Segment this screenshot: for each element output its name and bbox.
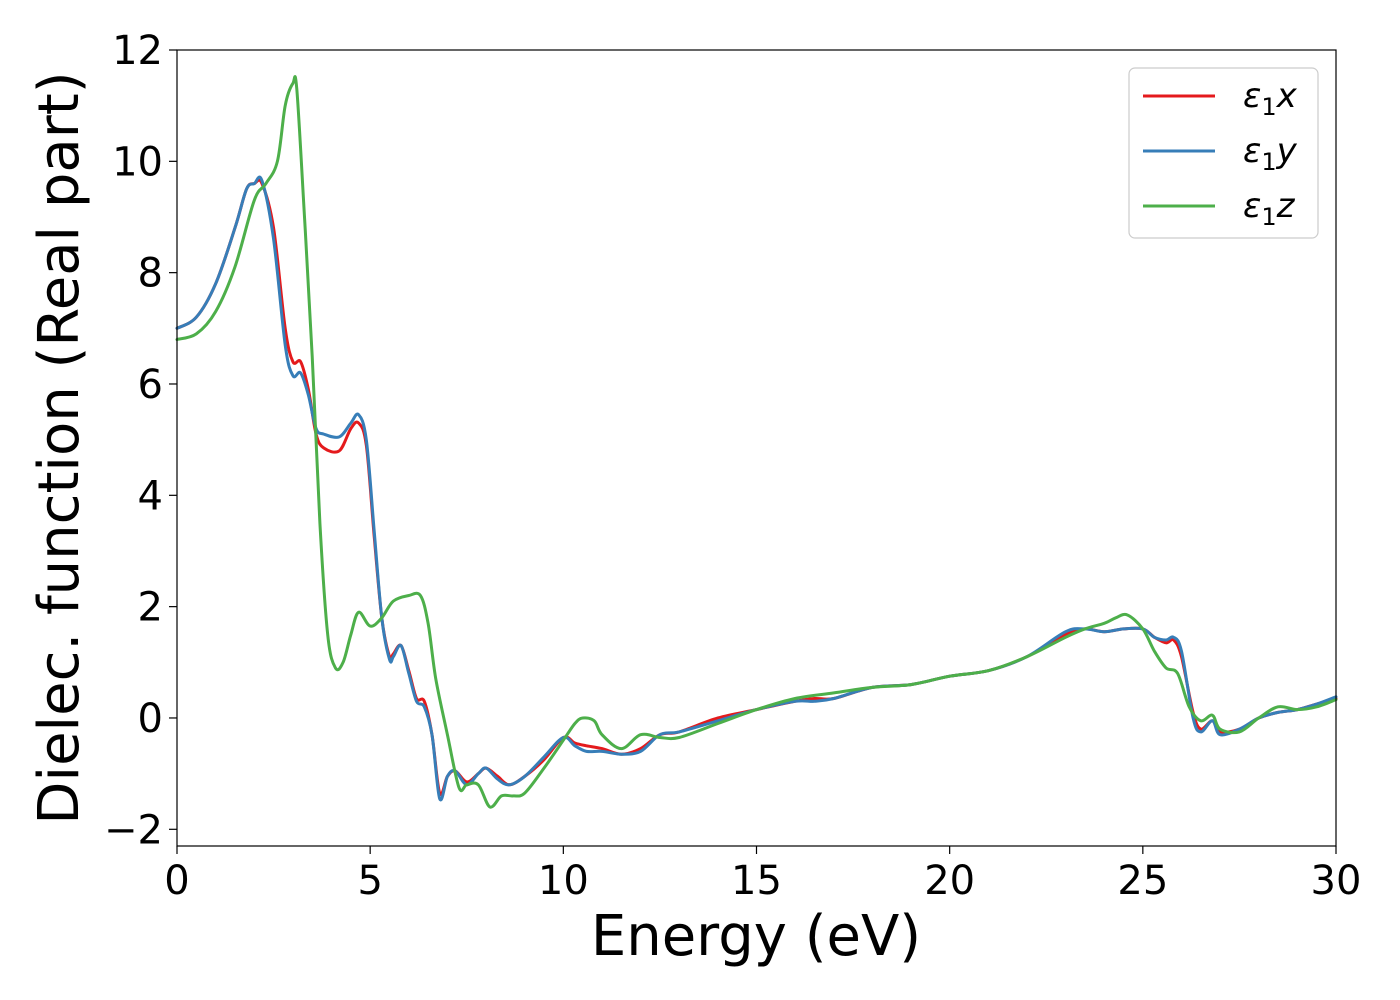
legend: ε1x ε1y ε1z — [1128, 67, 1319, 239]
x-tick-label: 20 — [924, 858, 975, 904]
y-tick-label: 4 — [138, 473, 163, 519]
y-tick-label: 0 — [138, 696, 163, 742]
y-axis-ticks: −2 0 2 4 6 8 10 12 — [104, 28, 177, 853]
y-tick-label: 6 — [138, 362, 163, 408]
y-axis-label: Dielec. function (Real part) — [27, 71, 92, 824]
y-tick-label: 8 — [138, 251, 163, 297]
x-tick-label: 25 — [1117, 858, 1168, 904]
series-line-z — [175, 75, 1338, 809]
x-tick-label: 15 — [731, 858, 782, 904]
series-layer — [175, 75, 1338, 809]
legend-box — [1128, 67, 1319, 239]
x-axis-label: Energy (eV) — [591, 904, 921, 969]
legend-label-y: ε1y — [1243, 131, 1298, 176]
y-tick-label: −2 — [104, 807, 163, 853]
legend-label-z: ε1z — [1243, 186, 1296, 231]
x-tick-label: 30 — [1311, 858, 1362, 904]
x-tick-label: 10 — [538, 858, 589, 904]
legend-label-x: ε1x — [1243, 76, 1298, 121]
y-tick-label: 2 — [138, 585, 163, 631]
x-tick-label: 5 — [357, 858, 382, 904]
y-tick-label: 12 — [112, 28, 163, 74]
y-tick-label: 10 — [112, 139, 163, 185]
x-tick-label: 0 — [164, 858, 189, 904]
x-axis-ticks: 0 5 10 15 20 25 30 — [164, 846, 1361, 904]
